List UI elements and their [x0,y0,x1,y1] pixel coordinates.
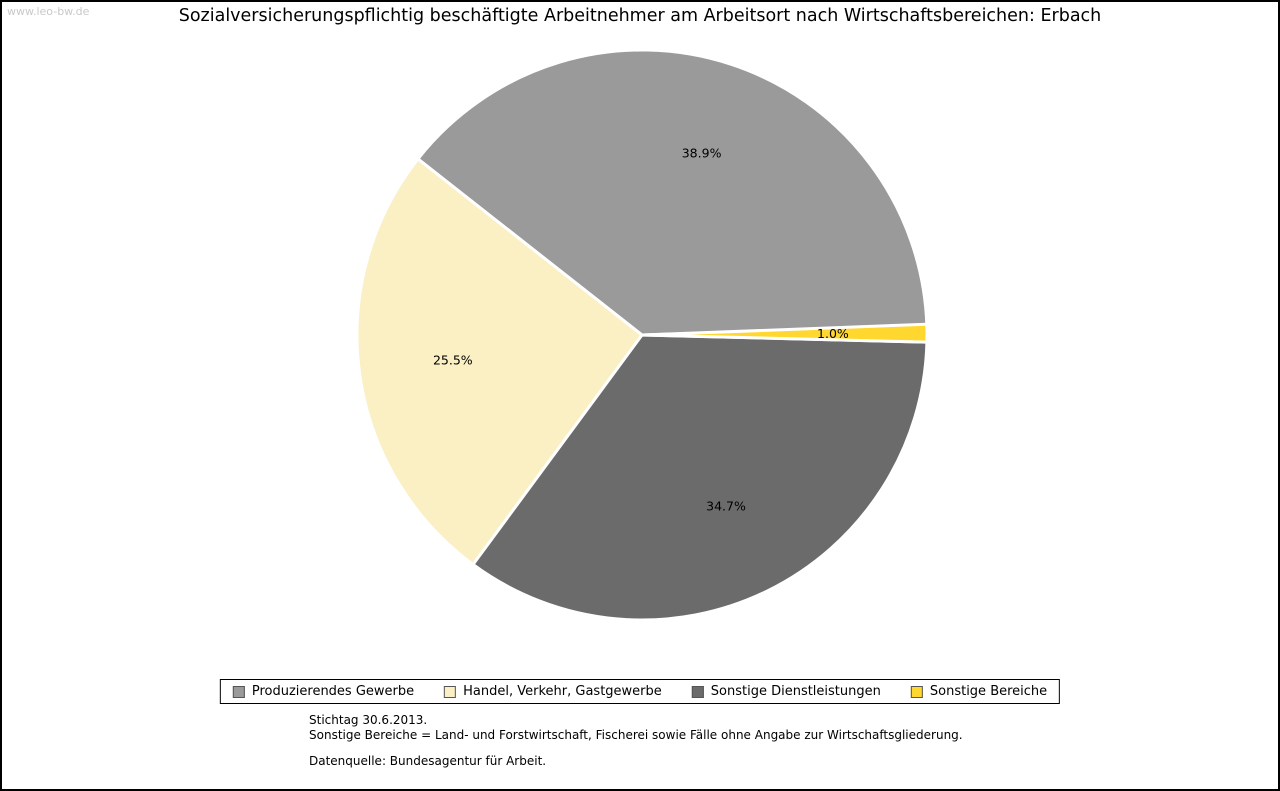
slice-percentage-label: 34.7% [706,499,746,514]
legend-item: Produzierendes Gewerbe [232,684,415,699]
legend-label: Produzierendes Gewerbe [251,684,415,699]
pie-slice-4 [640,322,929,344]
footnote-sonstige-bereiche: Sonstige Bereiche = Land- und Forstwirts… [309,728,963,743]
legend-swatch-icon [910,685,923,698]
legend-item: Handel, Verkehr, Gastgewerbe [444,684,662,699]
pie-slice-2 [355,157,644,567]
footnotes: Stichtag 30.6.2013. Sonstige Bereiche = … [309,713,963,769]
pie-slice-3 [471,333,929,622]
chart-title: Sozialversicherungspflichtig beschäftigt… [178,6,1102,26]
legend-item: Sonstige Dienstleistungen [691,684,881,699]
legend-label: Sonstige Bereiche [929,684,1048,699]
legend-swatch-icon [232,685,245,698]
slice-percentage-label: 25.5% [433,353,473,368]
legend-label: Handel, Verkehr, Gastgewerbe [463,684,662,699]
watermark: www.leo-bw.de [7,5,90,18]
slice-percentage-label: 1.0% [817,326,849,341]
legend-item: Sonstige Bereiche [910,684,1048,699]
footnote-stichtag: Stichtag 30.6.2013. [309,713,428,727]
pie-slice-1 [416,48,929,337]
footnote-datenquelle: Datenquelle: Bundesagentur für Arbeit. [309,753,547,768]
legend-label: Sonstige Dienstleistungen [710,684,881,699]
legend-swatch-icon [691,685,704,698]
legend-swatch-icon [444,685,457,698]
legend: Produzierendes Gewerbe Handel, Verkehr, G… [219,679,1061,704]
slice-percentage-label: 38.9% [682,146,722,161]
